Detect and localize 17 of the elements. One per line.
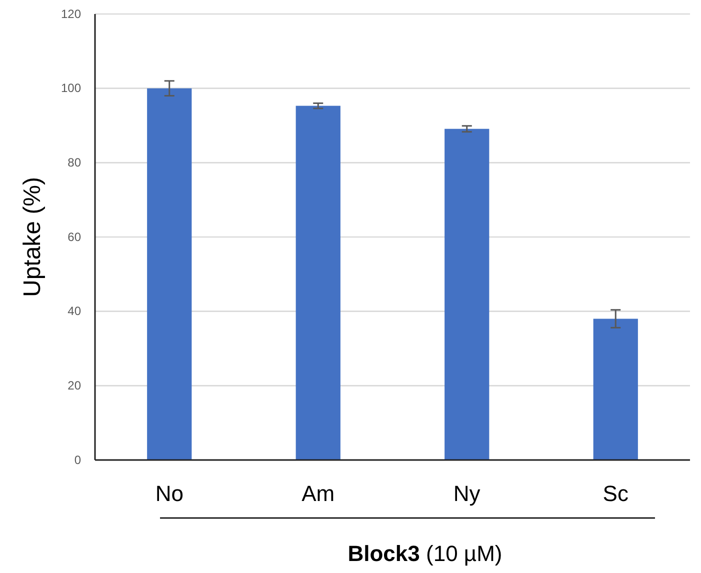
bar	[593, 318, 638, 460]
bar	[296, 106, 340, 460]
x-tick-label: No	[155, 481, 184, 506]
bar	[444, 128, 490, 460]
x-axis-title: Block3 (10 µM)	[348, 541, 502, 566]
y-tick-label: 40	[68, 304, 82, 318]
y-axis-title: Uptake (%)	[19, 176, 46, 298]
x-tick-label: Ny	[453, 481, 480, 506]
y-tick-label: 60	[68, 230, 82, 244]
y-tick-label: 20	[68, 378, 82, 393]
y-tick-label: 0	[74, 452, 82, 467]
x-tick-label: Sc	[602, 481, 628, 506]
y-tick-label: 80	[68, 156, 82, 170]
y-tick-label: 100	[60, 81, 82, 96]
y-tick-label: 120	[60, 6, 82, 21]
bar	[147, 88, 192, 460]
x-tick-label: Am	[302, 481, 335, 506]
